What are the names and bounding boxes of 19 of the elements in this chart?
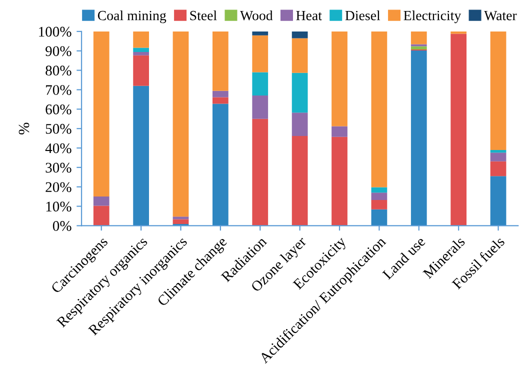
legend-label: Electricity bbox=[404, 10, 462, 24]
y-tick-label: 70% bbox=[46, 85, 72, 95]
legend-label: Water bbox=[484, 11, 517, 20]
y-tick-label: 100% bbox=[39, 26, 72, 37]
y-tick-label: 40% bbox=[45, 143, 72, 154]
legend-label: Steel bbox=[190, 10, 217, 20]
y-tick-label: 30% bbox=[46, 162, 72, 173]
y-tick-label: 20% bbox=[46, 182, 72, 192]
legend-label: Coal mining bbox=[98, 10, 166, 24]
y-axis-title: % bbox=[18, 122, 30, 134]
legend-label: Diesel bbox=[345, 10, 380, 20]
y-tick-label: 90% bbox=[46, 46, 72, 56]
y-tick-label: 0% bbox=[52, 221, 72, 231]
y-tick-label: 60% bbox=[46, 104, 72, 114]
y-tick-label: 10% bbox=[46, 202, 72, 212]
legend-label: Heat bbox=[296, 11, 322, 20]
y-tick-label: 50% bbox=[46, 124, 72, 134]
y-tick-label: 80% bbox=[46, 66, 72, 76]
legend-label: Wood bbox=[240, 10, 273, 20]
